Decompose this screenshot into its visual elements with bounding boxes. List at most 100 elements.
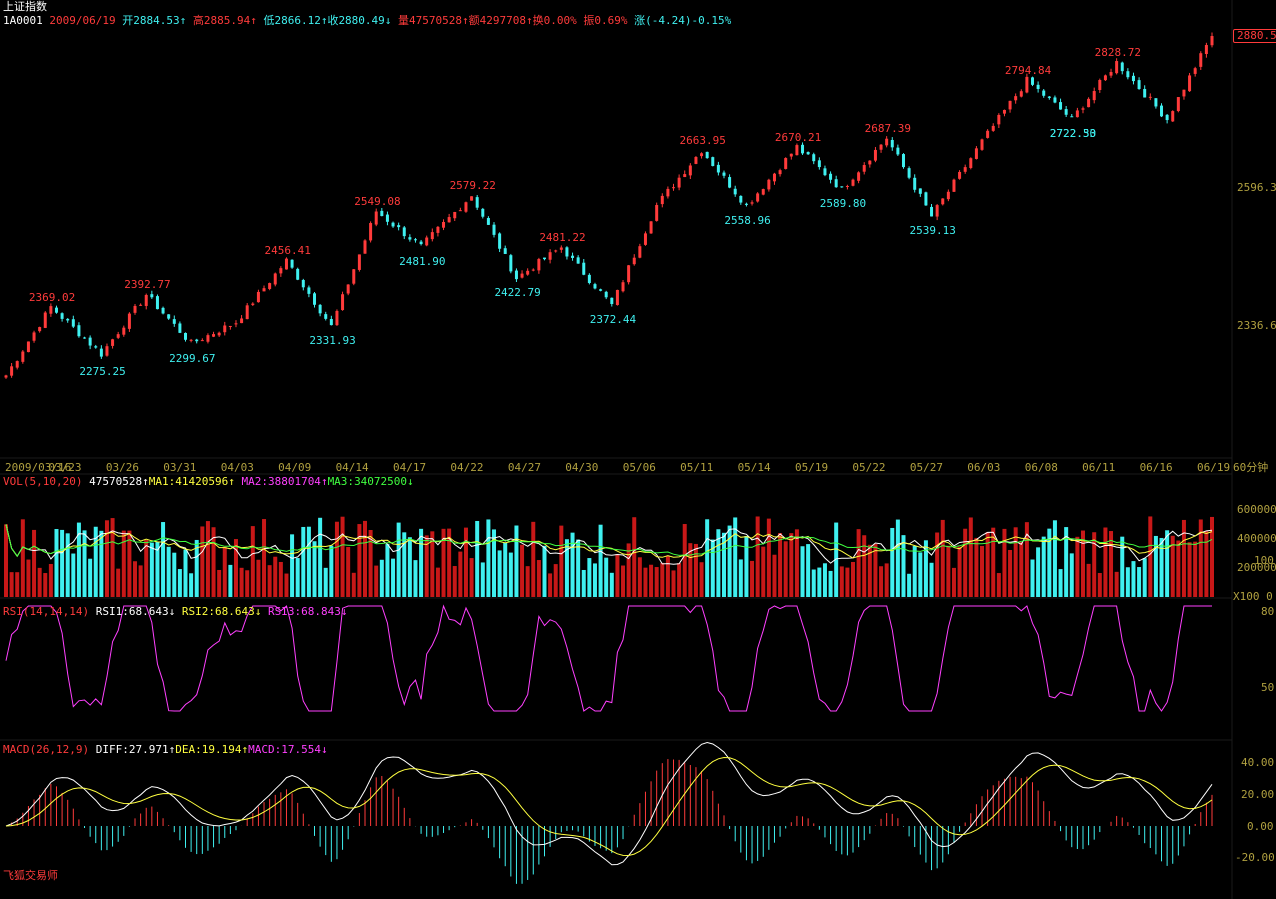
- rsi3-value: 68.843: [301, 605, 341, 618]
- trough-price-label: 2299.67: [169, 351, 216, 365]
- candle-body: [1008, 100, 1012, 110]
- up-arrow-icon: ↑: [241, 743, 249, 756]
- rsi-title[interactable]: RSI(14,14,14): [3, 605, 90, 618]
- candle-body: [54, 307, 58, 313]
- candle-body: [357, 254, 361, 270]
- volume-bar: [553, 564, 558, 597]
- candle-body: [862, 165, 866, 172]
- candle-body: [458, 210, 462, 212]
- candle-body: [21, 351, 25, 362]
- turnover-label: 换: [532, 14, 544, 27]
- candle-body: [593, 284, 597, 289]
- vol-ma1-line: [5, 524, 1213, 565]
- volume-bar: [1165, 530, 1170, 597]
- amp-value: 0.69%: [594, 14, 628, 27]
- volume-bar: [845, 567, 850, 597]
- candle-body: [554, 250, 558, 252]
- volume-bar: [43, 573, 48, 597]
- candle-body: [256, 291, 260, 303]
- candle-body: [907, 168, 911, 178]
- rsi-axis-label: 80: [1261, 605, 1275, 618]
- date-tick-label: 04/03: [220, 461, 254, 474]
- period-label[interactable]: 60分钟: [1233, 461, 1269, 474]
- candle-body: [969, 158, 973, 168]
- volume-bar: [480, 562, 485, 597]
- volume-bar: [963, 528, 968, 597]
- volume-bar: [1114, 571, 1119, 597]
- candle-body: [273, 273, 277, 285]
- volume-bar: [688, 543, 693, 597]
- volume-bar: [890, 527, 895, 597]
- candle-body: [183, 332, 187, 340]
- up-arrow-icon: ↑: [250, 14, 257, 27]
- candle-body: [1188, 75, 1192, 92]
- trough-price-label: 2372.44: [589, 312, 637, 326]
- date-tick-label: 05/11: [680, 461, 714, 474]
- volume-bar: [649, 564, 654, 597]
- volume-bar: [1204, 530, 1209, 597]
- date-tick-label: 06/19: [1197, 461, 1231, 474]
- volume-bar: [851, 561, 856, 597]
- volume-bar: [1176, 540, 1181, 597]
- vol-title[interactable]: VOL(5,10,20): [3, 475, 83, 488]
- quote-header: 1A0001 2009/06/19 开2884.53↑ 高2885.94↑ 低2…: [3, 14, 731, 27]
- down-arrow-icon: ↓: [407, 475, 414, 488]
- candle-body: [840, 186, 844, 188]
- volume-bar: [177, 569, 182, 597]
- vol-value: 47570528: [409, 14, 463, 27]
- volume-bar: [721, 532, 726, 597]
- candle-body: [739, 195, 743, 203]
- close-value: 2880.49: [338, 14, 385, 27]
- volume-bar: [4, 524, 8, 597]
- volume-bar: [278, 561, 283, 597]
- high-label: 高: [192, 14, 204, 27]
- vol-axis-label: 100: [1254, 554, 1274, 567]
- candle-body: [436, 226, 440, 233]
- candle-body: [1075, 110, 1079, 118]
- volume-bar: [189, 573, 194, 597]
- volume-bar: [1002, 528, 1007, 597]
- volume-bar: [1137, 567, 1142, 597]
- candle-body: [369, 223, 373, 241]
- candle-body: [666, 188, 670, 197]
- candle-body: [716, 164, 720, 173]
- peak-price-label: 2481.22: [539, 231, 586, 245]
- peak-price-label: 2663.95: [679, 134, 726, 148]
- volume-bar: [789, 533, 794, 597]
- candle-body: [1210, 36, 1214, 46]
- candle-body: [817, 160, 821, 168]
- volume-bar: [200, 526, 205, 597]
- volume-bar: [1019, 542, 1024, 597]
- peak-price-label: 2392.77: [124, 278, 171, 292]
- candle-body: [77, 325, 81, 337]
- candle-body: [470, 196, 474, 201]
- candle-body: [700, 153, 704, 157]
- date-tick-label: 04/09: [278, 461, 312, 474]
- up-arrow-icon: ↑: [462, 14, 469, 27]
- candle-body: [845, 186, 849, 188]
- macd-title[interactable]: MACD(26,12,9): [3, 743, 90, 756]
- vol-axis-zero: 0: [1266, 590, 1273, 603]
- volume-bar: [144, 540, 149, 597]
- volume-bar: [637, 557, 642, 597]
- date-tick-label: 03/26: [105, 461, 139, 474]
- candle-body: [1176, 97, 1180, 112]
- volume-bar: [514, 525, 519, 597]
- volume-bar: [391, 558, 396, 597]
- candle-body: [1137, 80, 1141, 89]
- candle-body: [419, 241, 423, 245]
- volume-bar: [716, 529, 721, 597]
- candle-body: [1148, 96, 1152, 98]
- date-tick-label: 2009/03/16: [5, 461, 72, 474]
- candle-body: [329, 318, 333, 326]
- candle-body: [503, 248, 507, 254]
- candle-body: [15, 361, 19, 368]
- volume-bar: [71, 553, 76, 597]
- volume-bar: [396, 522, 401, 597]
- candle-body: [1109, 72, 1113, 76]
- volume-bar: [419, 528, 424, 597]
- volume-bar: [1153, 535, 1158, 597]
- peak-price-label: 2794.84: [1004, 64, 1052, 78]
- quote-date: 2009/06/19: [49, 14, 116, 27]
